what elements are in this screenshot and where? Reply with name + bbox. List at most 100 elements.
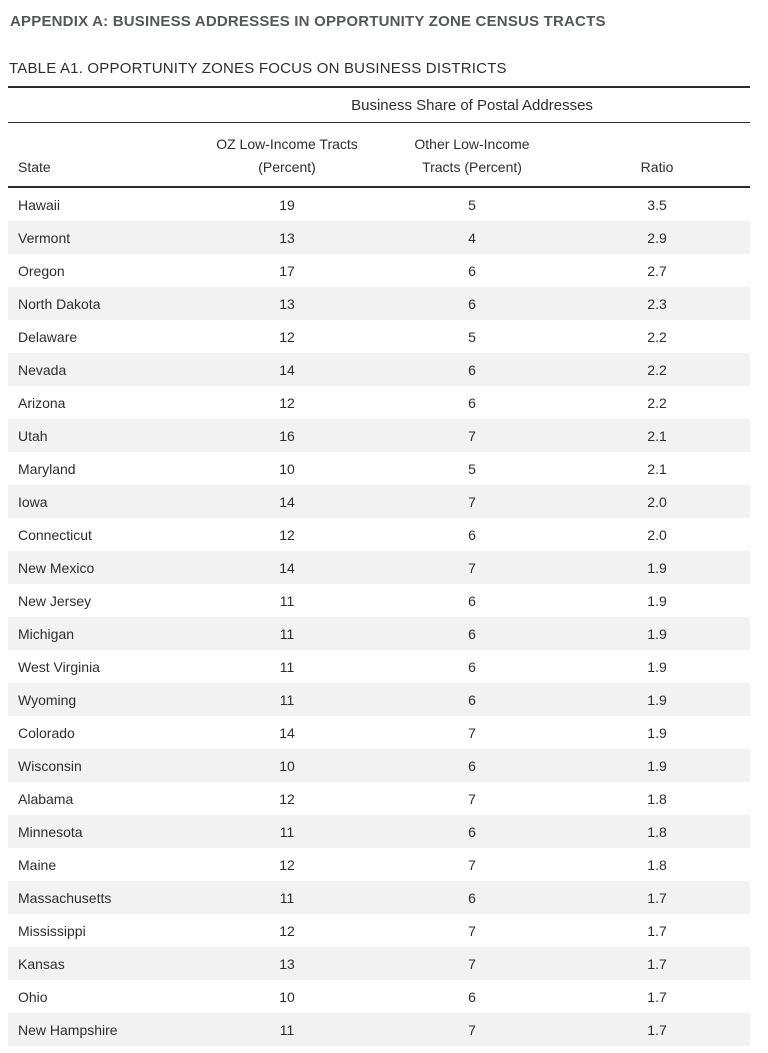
ratio-cell: 2.1: [647, 427, 667, 444]
ratio-cell: 1.9: [647, 691, 667, 708]
other-cell: 6: [468, 691, 476, 708]
state-cell: Massachusetts: [18, 889, 112, 906]
other-cell: 7: [468, 955, 476, 972]
state-cell: Nevada: [18, 361, 67, 378]
oz-cell: 19: [279, 196, 295, 213]
table-row: Oregon 17 6 2.7: [8, 254, 750, 287]
table-row: Arizona 12 6 2.2: [8, 386, 750, 419]
table-row: Mississippi 12 7 1.7: [8, 914, 750, 947]
other-cell: 7: [468, 856, 476, 873]
state-cell: Minnesota: [18, 823, 83, 840]
other-cell: 6: [468, 757, 476, 774]
other-cell: 7: [468, 790, 476, 807]
oz-cell: 10: [279, 757, 295, 774]
ratio-cell: 2.9: [647, 229, 667, 246]
ratio-cell: 1.7: [647, 988, 667, 1005]
other-cell: 5: [468, 328, 476, 345]
state-cell: New Mexico: [18, 559, 95, 576]
other-cell: 5: [468, 460, 476, 477]
other-cell: 5: [468, 196, 476, 213]
oz-cell: 14: [279, 361, 295, 378]
table-body: Hawaii 19 5 3.5 Vermont 13 4 2.9 Oregon 17 6 2.7 Nor…: [8, 187, 751, 1046]
table-row: Nevada 14 6 2.2: [8, 353, 751, 386]
state-cell: Ohio: [18, 988, 48, 1005]
other-cell: 6: [468, 988, 476, 1005]
oz-cell: 10: [279, 460, 295, 477]
column-header-ratio: Ratio: [564, 122, 751, 188]
table-row: Kansas 13 7 1.7: [8, 947, 751, 980]
oz-cell: 11: [279, 691, 295, 708]
table-row: New Jersey 11 6 1.9: [8, 584, 750, 617]
oz-cell: 13: [279, 229, 295, 246]
column-header-oz-line2: (Percent): [258, 158, 316, 175]
state-cell: Colorado: [18, 724, 75, 741]
table-row: West Virginia 11 6 1.9: [8, 650, 750, 683]
table-row: Iowa 14 7 2.0: [8, 485, 751, 518]
ratio-cell: 2.3: [647, 295, 667, 312]
other-cell: 4: [468, 229, 476, 246]
oz-cell: 14: [279, 559, 295, 576]
state-cell: Maryland: [18, 460, 76, 477]
oz-cell: 10: [279, 988, 295, 1005]
table-row: New Hampshire 11 7 1.7: [8, 1013, 751, 1046]
column-header-state: State: [8, 122, 194, 188]
span-header-empty-cell: [8, 87, 194, 123]
table-row: New Mexico 14 7 1.9: [8, 551, 751, 584]
column-header-other-line1: Other Low-Income: [414, 136, 530, 153]
oz-cell: 16: [279, 427, 295, 444]
state-cell: Kansas: [18, 955, 65, 972]
state-cell: Utah: [18, 427, 48, 444]
state-cell: Delaware: [18, 328, 78, 345]
other-cell: 7: [468, 559, 476, 576]
other-cell: 7: [468, 724, 476, 741]
state-cell: Wisconsin: [18, 757, 82, 774]
state-cell: New Jersey: [18, 592, 92, 609]
oz-cell: 11: [279, 592, 295, 609]
ratio-cell: 1.7: [647, 922, 667, 939]
state-cell: Hawaii: [18, 196, 61, 213]
ratio-cell: 2.2: [647, 361, 667, 378]
table-head: Business Share of Postal Addresses State…: [8, 87, 751, 188]
oz-cell: 11: [279, 823, 295, 840]
ratio-cell: 1.8: [647, 856, 667, 873]
state-cell: North Dakota: [18, 295, 101, 312]
ratio-cell: 1.9: [647, 592, 667, 609]
table-a1: Business Share of Postal Addresses State…: [8, 86, 751, 1046]
table-row: Wisconsin 10 6 1.9: [8, 749, 751, 782]
ratio-cell: 1.7: [647, 955, 667, 972]
table-row: Colorado 14 7 1.9: [8, 716, 750, 749]
state-cell: Alabama: [18, 790, 74, 807]
other-cell: 6: [468, 625, 476, 642]
state-cell: Maine: [18, 856, 57, 873]
table-row: Hawaii 19 5 3.5: [8, 187, 750, 221]
ratio-cell: 1.9: [647, 757, 667, 774]
table-row: Alabama 12 7 1.8: [8, 782, 750, 815]
ratio-cell: 1.9: [647, 658, 667, 675]
table-row: North Dakota 13 6 2.3: [8, 287, 751, 320]
table-row: Delaware 12 5 2.2: [8, 320, 750, 353]
other-cell: 6: [468, 526, 476, 543]
other-cell: 6: [468, 823, 476, 840]
other-cell: 6: [468, 889, 476, 906]
oz-cell: 11: [279, 1021, 295, 1038]
state-cell: West Virginia: [18, 658, 100, 675]
document-page: APPENDIX A: BUSINESS ADDRESSES IN OPPORT…: [0, 13, 768, 1053]
table-row: Wyoming 11 6 1.9: [8, 683, 751, 716]
state-cell: Wyoming: [18, 691, 77, 708]
ratio-cell: 1.9: [647, 625, 667, 642]
oz-cell: 13: [279, 295, 295, 312]
oz-cell: 12: [279, 394, 295, 411]
oz-cell: 12: [279, 790, 295, 807]
table-row: Maryland 10 5 2.1: [8, 452, 750, 485]
ratio-cell: 2.7: [647, 262, 667, 279]
other-cell: 6: [468, 295, 476, 312]
state-cell: Vermont: [18, 229, 71, 246]
ratio-cell: 1.9: [647, 724, 667, 741]
oz-cell: 17: [279, 262, 295, 279]
ratio-cell: 1.9: [647, 559, 667, 576]
column-header-oz-tracts: OZ Low-Income Tracts (Percent): [194, 122, 380, 188]
ratio-cell: 2.1: [647, 460, 667, 477]
table-row: Minnesota 11 6 1.8: [8, 815, 751, 848]
ratio-cell: 2.0: [647, 526, 667, 543]
other-cell: 7: [468, 922, 476, 939]
